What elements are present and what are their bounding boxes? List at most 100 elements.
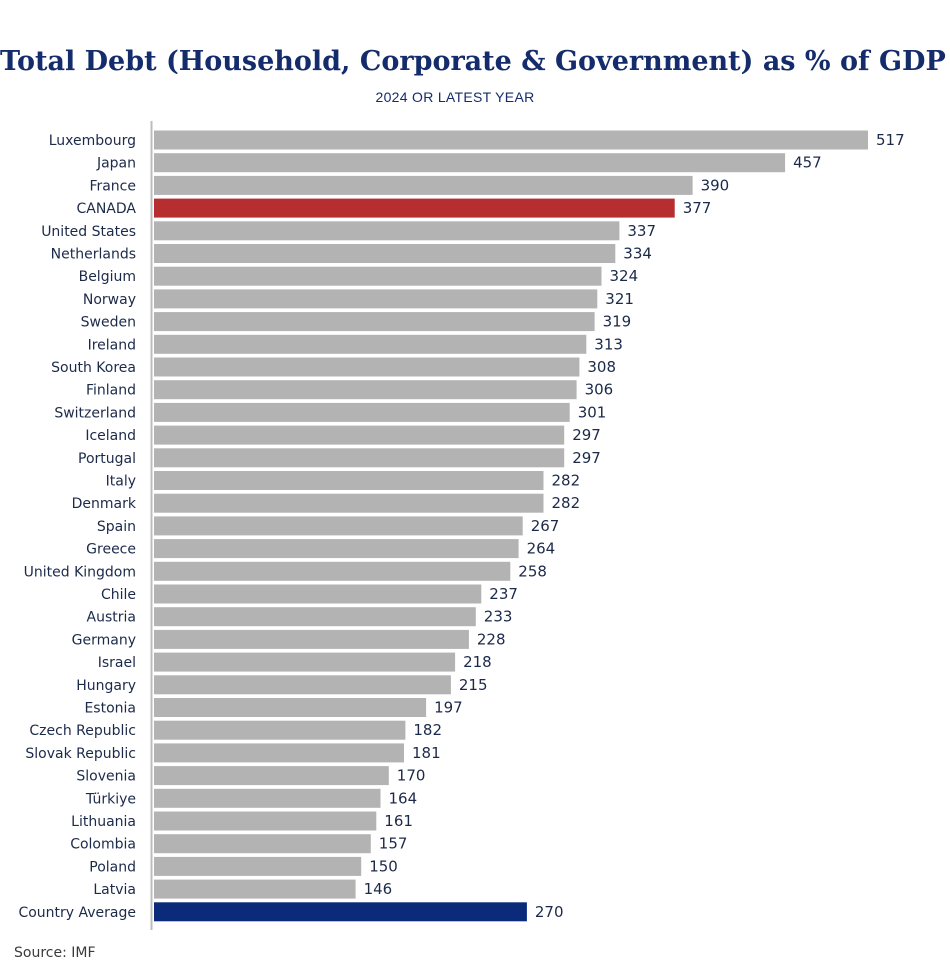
value-label: 233 (484, 608, 513, 626)
value-label: 297 (572, 449, 601, 467)
bar-spain (154, 516, 523, 536)
value-label: 321 (605, 290, 634, 308)
category-label: Slovenia (76, 769, 136, 785)
category-label: Belgium (79, 269, 136, 285)
category-label: Sweden (81, 315, 136, 331)
value-label: 324 (610, 267, 639, 285)
bar-iceland (154, 425, 565, 445)
bar-chile (154, 584, 482, 604)
category-label: Lithuania (71, 814, 136, 830)
bar-italy (154, 471, 544, 490)
category-label: Hungary (76, 678, 136, 694)
category-label: Slovak Republic (25, 746, 136, 762)
bar-united-states (154, 221, 620, 241)
bar-south-korea (154, 357, 580, 377)
value-label: 301 (578, 403, 607, 421)
category-label: Country Average (18, 905, 136, 921)
chart-subtitle: 2024 OR LATEST YEAR (375, 89, 535, 105)
value-label: 337 (627, 222, 656, 240)
category-label: Netherlands (51, 247, 136, 263)
bar-estonia (154, 698, 427, 717)
category-label: Iceland (85, 428, 136, 444)
value-label: 161 (384, 812, 413, 830)
bar-denmark (154, 493, 544, 513)
category-label: Italy (106, 474, 136, 490)
category-label: CANADA (76, 201, 136, 217)
category-label: Türkiye (85, 791, 136, 807)
category-label: United Kingdom (24, 564, 136, 580)
bar-netherlands (154, 244, 616, 263)
category-label: Portugal (78, 451, 136, 467)
value-label: 457 (793, 154, 822, 172)
bar-israel (154, 652, 456, 672)
value-label: 197 (434, 699, 463, 717)
bar-united-kingdom (154, 561, 511, 581)
bar-t-rkiye (154, 788, 381, 808)
source-note: Source: IMF (14, 945, 96, 961)
category-label: Switzerland (54, 405, 136, 421)
bar-slovenia (154, 766, 389, 786)
value-label: 181 (412, 744, 441, 762)
bar-germany (154, 629, 469, 649)
value-label: 334 (623, 245, 652, 263)
bar-norway (154, 289, 598, 309)
category-label: Luxembourg (49, 133, 136, 149)
value-label: 218 (463, 653, 492, 671)
category-label: Austria (87, 610, 136, 626)
bar-latvia (154, 879, 356, 899)
category-label: Denmark (72, 496, 137, 512)
bar-canada (154, 198, 675, 218)
category-label: Ireland (88, 337, 136, 353)
category-label: Estonia (84, 701, 136, 717)
category-label: Chile (101, 587, 136, 603)
category-label: Greece (86, 542, 136, 558)
bar-lithuania (154, 811, 377, 831)
category-label: United States (41, 224, 136, 240)
value-label: 228 (477, 630, 506, 648)
bar-japan (154, 153, 786, 173)
category-label: Finland (86, 383, 136, 399)
bar-country-average (154, 902, 527, 922)
category-label: France (89, 178, 136, 194)
bar-austria (154, 607, 476, 627)
category-label: Latvia (93, 882, 136, 898)
value-label: 164 (389, 789, 418, 807)
labels-layer: Luxembourg 517 Japan 457 France 390 CANADA 377 U… (18, 131, 904, 921)
chart-title: Total Debt (Household, Corporate & Gover… (0, 46, 946, 77)
value-label: 258 (518, 562, 547, 580)
value-label: 267 (531, 517, 560, 535)
category-label: Poland (89, 859, 136, 875)
category-label: South Korea (51, 360, 136, 376)
bar-czech-republic (154, 720, 406, 740)
bar-sweden (154, 312, 595, 332)
bar-switzerland (154, 402, 570, 422)
category-label: Japan (96, 156, 136, 172)
value-label: 282 (552, 472, 581, 490)
value-label: 157 (379, 835, 408, 853)
value-label: 237 (489, 585, 518, 603)
value-label: 150 (369, 857, 398, 875)
value-label: 182 (413, 721, 442, 739)
category-label: Norway (83, 292, 136, 308)
category-label: Germany (72, 632, 136, 648)
value-label: 313 (594, 335, 623, 353)
bar-finland (154, 380, 577, 400)
value-label: 390 (701, 176, 730, 194)
value-label: 215 (459, 676, 488, 694)
bars-layer (154, 130, 868, 922)
bar-colombia (154, 834, 371, 854)
bar-portugal (154, 448, 565, 468)
value-label: 270 (535, 903, 564, 921)
value-label: 377 (683, 199, 712, 217)
value-label: 306 (585, 381, 614, 399)
value-label: 282 (552, 494, 581, 512)
category-label: Spain (97, 519, 136, 535)
bar-hungary (154, 675, 451, 695)
value-label: 319 (603, 313, 632, 331)
bar-luxembourg (154, 130, 868, 150)
category-label: Israel (98, 655, 136, 671)
value-label: 146 (364, 880, 393, 898)
bar-ireland (154, 334, 587, 354)
value-label: 170 (397, 767, 426, 785)
